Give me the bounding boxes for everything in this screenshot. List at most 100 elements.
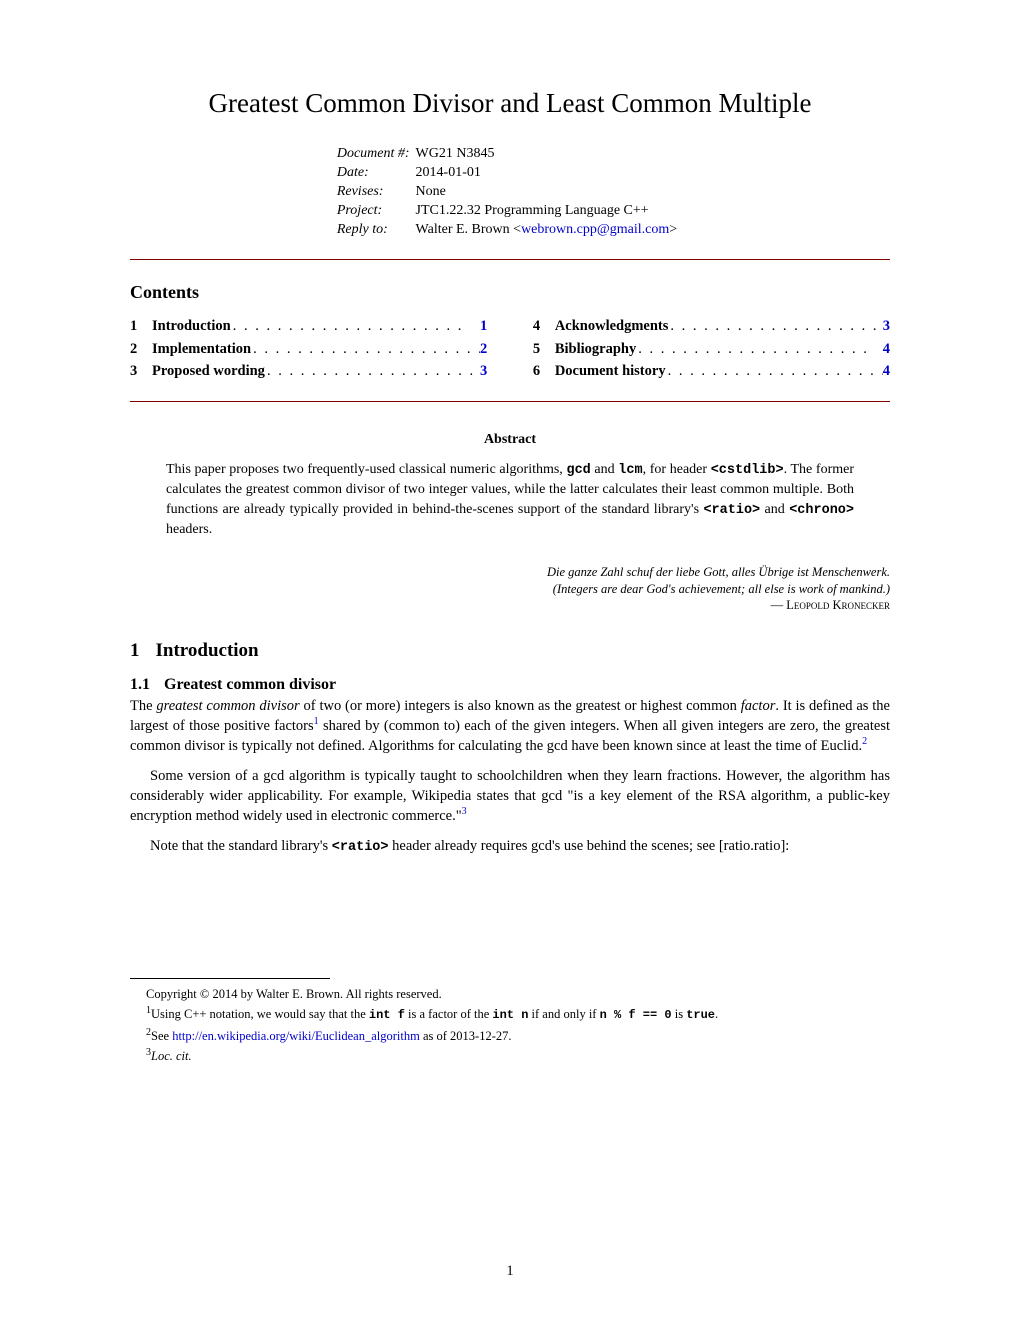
footnote-text: . [715,1007,718,1021]
code-ratio: <ratio> [332,840,389,855]
toc-dots [231,315,480,337]
footnote-text: as of 2013-12-27. [420,1029,512,1043]
abstract-span: , for header [643,462,711,477]
toc-num: 1 [130,315,152,337]
document-title: Greatest Common Divisor and Least Common… [130,88,890,119]
code-inline: int f [369,1008,405,1022]
reply-to-email-link[interactable]: webrown.cpp@gmail.com [521,222,669,237]
meta-value-replyto: Walter E. Brown <webrown.cpp@gmail.com> [416,221,684,240]
section-title: Introduction [156,640,259,662]
subsection-title: Greatest common divisor [164,676,336,694]
code-inline: true [686,1008,715,1022]
metadata-table: Document #: WG21 N3845 Date: 2014-01-01 … [337,145,683,239]
code-ratio: <ratio> [703,503,760,518]
toc-title: Acknowledgments [555,315,669,337]
epigraph: Die ganze Zahl schuf der liebe Gott, all… [130,564,890,615]
toc-title: Implementation [152,338,251,360]
paragraph: The greatest common divisor of two (or m… [130,696,890,756]
paragraph: Some version of a gcd algorithm is typic… [130,766,890,826]
toc-item: 3 Proposed wording 3 [130,360,487,382]
meta-label-date: Date: [337,164,416,183]
abstract-span: headers. [166,522,212,537]
toc-title: Document history [555,360,666,382]
toc-num: 5 [533,338,555,360]
contents-heading: Contents [130,282,890,303]
footnote-text: is a factor of the [405,1007,492,1021]
subsection-number: 1.1 [130,676,150,694]
code-inline: int n [492,1008,528,1022]
text-span: header already requires gcd's use behind… [389,838,790,854]
abstract-text: This paper proposes two frequently-used … [166,460,854,540]
toc-item: 5 Bibliography 4 [533,338,890,360]
meta-value-docnum: WG21 N3845 [416,145,684,164]
toc-page-link[interactable]: 1 [480,315,487,337]
italic-term: factor [741,698,776,714]
text-span: of two (or more) integers is also known … [300,698,741,714]
footnote-text: Loc. cit. [151,1049,192,1063]
toc-dots [668,315,882,337]
abstract-span: This paper proposes two frequently-used … [166,462,566,477]
footnotes: Copyright © 2014 by Walter E. Brown. All… [130,985,890,1065]
code-lcm: lcm [618,463,642,478]
toc-left-column: 1 Introduction 1 2 Implementation 2 3 Pr… [130,315,487,382]
footnote-ref[interactable]: 3 [462,807,467,818]
code-gcd: gcd [566,463,590,478]
toc-page-link[interactable]: 3 [480,360,487,382]
meta-label-revises: Revises: [337,183,416,202]
toc-dots [265,360,480,382]
code-inline: n % f == 0 [600,1008,672,1022]
meta-label-project: Project: [337,202,416,221]
abstract-span: and [760,502,789,517]
footnote-text: if and only if [528,1007,599,1021]
toc-item: 6 Document history 4 [533,360,890,382]
code-chrono: <chrono> [789,503,854,518]
section-heading: 1 Introduction [130,640,890,662]
reply-to-name: Walter E. Brown [416,222,514,237]
toc-page-link[interactable]: 4 [883,360,890,382]
toc-num: 3 [130,360,152,382]
section-number: 1 [130,640,140,662]
toc-num: 2 [130,338,152,360]
toc-num: 6 [533,360,555,382]
copyright-notice: Copyright © 2014 by Walter E. Brown. All… [130,985,890,1003]
toc-page-link[interactable]: 2 [480,338,487,360]
abstract-heading: Abstract [130,432,890,448]
page: Greatest Common Divisor and Least Common… [0,0,1020,1320]
toc-page-link[interactable]: 3 [883,315,890,337]
toc-item: 1 Introduction 1 [130,315,487,337]
toc-right-column: 4 Acknowledgments 3 5 Bibliography 4 6 D… [533,315,890,382]
footnote: 1Using C++ notation, we would say that t… [130,1005,890,1024]
code-cstdlib: <cstdlib> [711,463,784,478]
text-span: Some version of a gcd algorithm is typic… [130,768,890,824]
footnote: 2See http://en.wikipedia.org/wiki/Euclid… [130,1027,890,1045]
toc-dots [666,360,883,382]
abstract-span: and [591,462,619,477]
toc-num: 4 [533,315,555,337]
footnote-link[interactable]: http://en.wikipedia.org/wiki/Euclidean_a… [172,1029,420,1043]
meta-label-docnum: Document #: [337,145,416,164]
meta-value-date: 2014-01-01 [416,164,684,183]
toc-page-link[interactable]: 4 [883,338,890,360]
meta-value-project: JTC1.22.32 Programming Language C++ [416,202,684,221]
page-number: 1 [0,1263,1020,1280]
table-of-contents: 1 Introduction 1 2 Implementation 2 3 Pr… [130,315,890,382]
epigraph-line: (Integers are dear God's achievement; al… [130,581,890,598]
horizontal-rule [130,259,890,260]
subsection-heading: 1.1 Greatest common divisor [130,676,890,694]
footnote-rule [130,978,330,979]
footnote-ref[interactable]: 2 [862,737,867,748]
meta-label-replyto: Reply to: [337,221,416,240]
toc-dots [251,338,480,360]
epigraph-line: Die ganze Zahl schuf der liebe Gott, all… [130,564,890,581]
toc-title: Introduction [152,315,231,337]
footnote-text: Using C++ notation, we would say that th… [151,1007,369,1021]
italic-term: greatest common divisor [156,698,299,714]
paragraph: Note that the standard library's <ratio>… [130,836,890,858]
footnote: 3Loc. cit. [130,1047,890,1065]
toc-item: 4 Acknowledgments 3 [533,315,890,337]
toc-title: Bibliography [555,338,636,360]
footnote-text: is [672,1007,687,1021]
text-span: Note that the standard library's [150,838,332,854]
toc-title: Proposed wording [152,360,265,382]
toc-dots [636,338,883,360]
